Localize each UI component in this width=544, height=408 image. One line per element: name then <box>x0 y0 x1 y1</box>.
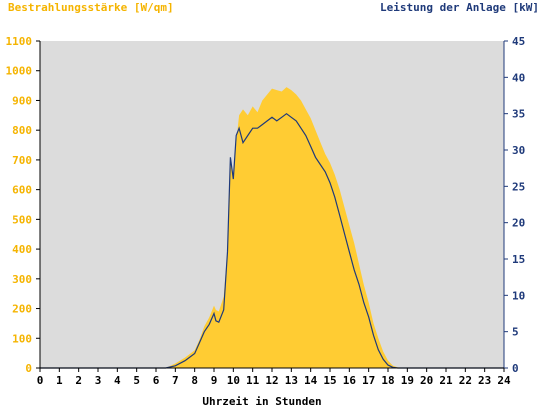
plot-area <box>40 87 504 369</box>
x-tick-label: 10 <box>227 374 240 387</box>
x-tick-label: 8 <box>191 374 198 387</box>
left-tick-label: 500 <box>12 213 32 226</box>
left-tick-label: 800 <box>12 124 32 137</box>
left-axis-title: Bestrahlungsstärke [W/qm] <box>8 1 174 14</box>
x-tick-label: 7 <box>172 374 179 387</box>
right-axis-title: Leistung der Anlage [kW] <box>380 1 539 14</box>
power-line <box>40 112 504 369</box>
right-tick-label: 45 <box>512 35 525 48</box>
right-tick-label: 15 <box>512 253 525 266</box>
irradiance-area <box>40 87 504 368</box>
right-tick-label: 0 <box>512 362 519 375</box>
right-axis: 0 5 10 15 20 25 30 35 40 45 <box>503 35 525 375</box>
x-tick-label: 4 <box>114 374 121 387</box>
x-tick-label: 17 <box>362 374 375 387</box>
right-tick-label: 25 <box>512 180 525 193</box>
x-tick-label: 21 <box>439 374 453 387</box>
right-tick-label: 30 <box>512 144 525 157</box>
left-tick-label: 400 <box>12 243 32 256</box>
x-tick-label: 14 <box>304 374 318 387</box>
left-tick-label: 0 <box>25 362 32 375</box>
x-tick-label: 0 <box>37 374 44 387</box>
left-tick-label: 1000 <box>6 65 33 78</box>
left-axis: 0 100 200 300 400 500 600 700 800 900 1000 1100 <box>6 35 41 375</box>
left-tick-label: 100 <box>12 332 32 345</box>
right-tick-label: 35 <box>512 108 525 121</box>
x-tick-label: 11 <box>246 374 260 387</box>
x-tick-label: 18 <box>381 374 394 387</box>
x-tick-label: 20 <box>420 374 433 387</box>
x-tick-label: 12 <box>265 374 278 387</box>
left-tick-label: 300 <box>12 273 32 286</box>
left-tick-label: 200 <box>12 303 32 316</box>
x-tick-label: 3 <box>95 374 102 387</box>
x-tick-label: 6 <box>153 374 160 387</box>
x-tick-label: 15 <box>323 374 336 387</box>
x-axis-title: Uhrzeit in Stunden <box>202 395 321 408</box>
left-tick-label: 600 <box>12 184 32 197</box>
x-tick-label: 24 <box>497 374 511 387</box>
x-tick-label: 2 <box>75 374 82 387</box>
x-tick-label: 22 <box>459 374 472 387</box>
x-tick-label: 13 <box>285 374 298 387</box>
left-tick-label: 900 <box>12 94 32 107</box>
right-tick-label: 10 <box>512 289 525 302</box>
right-tick-label: 40 <box>512 71 525 84</box>
x-axis: 0 1 2 3 4 5 6 7 8 9 10 11 12 13 14 15 16 17 18 19 20 21 22 23 24 <box>37 367 511 387</box>
x-tick-label: 16 <box>343 374 357 387</box>
x-tick-label: 9 <box>211 374 218 387</box>
right-tick-label: 20 <box>512 217 525 230</box>
left-tick-label: 700 <box>12 154 32 167</box>
x-tick-label: 19 <box>401 374 414 387</box>
x-tick-label: 5 <box>133 374 140 387</box>
right-tick-label: 5 <box>512 326 519 339</box>
x-tick-label: 23 <box>478 374 491 387</box>
x-tick-label: 1 <box>56 374 63 387</box>
left-tick-label: 1100 <box>6 35 33 48</box>
